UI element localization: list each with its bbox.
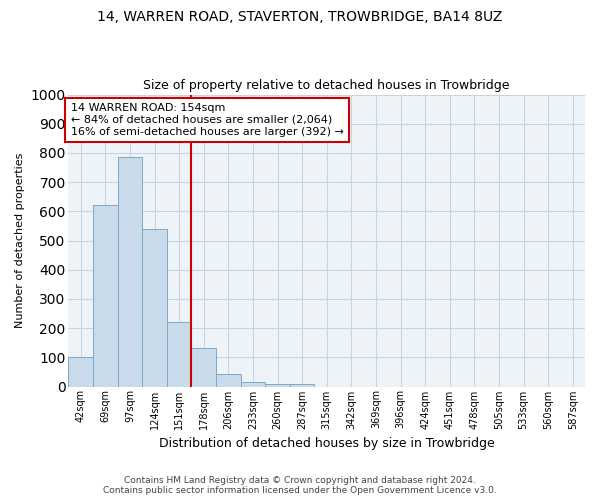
X-axis label: Distribution of detached houses by size in Trowbridge: Distribution of detached houses by size … (159, 437, 494, 450)
Bar (216, 374, 241, 386)
Bar (290, 384, 314, 386)
Bar (68, 356, 93, 386)
Text: Contains HM Land Registry data © Crown copyright and database right 2024.
Contai: Contains HM Land Registry data © Crown c… (103, 476, 497, 495)
Bar (93, 204, 118, 386)
Title: Size of property relative to detached houses in Trowbridge: Size of property relative to detached ho… (143, 79, 510, 92)
Text: 14, WARREN ROAD, STAVERTON, TROWBRIDGE, BA14 8UZ: 14, WARREN ROAD, STAVERTON, TROWBRIDGE, … (97, 10, 503, 24)
Bar (191, 348, 216, 387)
Bar (118, 158, 142, 386)
Text: 14 WARREN ROAD: 154sqm
← 84% of detached houses are smaller (2,064)
16% of semi-: 14 WARREN ROAD: 154sqm ← 84% of detached… (71, 104, 344, 136)
Bar (265, 384, 290, 386)
Bar (241, 382, 265, 386)
Bar (167, 322, 191, 386)
Bar (142, 230, 167, 386)
Y-axis label: Number of detached properties: Number of detached properties (15, 153, 25, 328)
